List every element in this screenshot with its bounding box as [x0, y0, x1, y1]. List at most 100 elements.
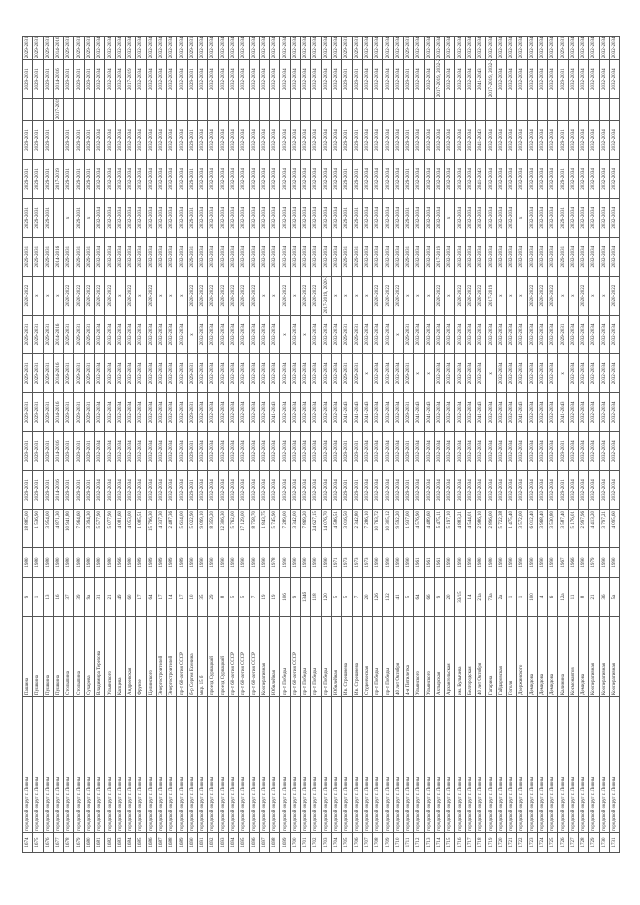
repair-period-cell: 2032-2034 [362, 36, 373, 60]
repair-period-cell: 2032-2034 [465, 59, 476, 99]
house-number-cell: 20 [444, 577, 455, 617]
repair-period-cell: 2032-2034 [331, 120, 342, 160]
house-number-cell: 5 [331, 577, 342, 617]
municipality-cell: городской округ г. Ливны [146, 696, 157, 833]
repair-period-cell: 2032-2034 [156, 392, 167, 432]
repair-period-cell: 2029-2031 [341, 237, 352, 277]
build-year-cell: 1980 [53, 547, 64, 578]
repair-period-cell: 2029-2031 [84, 470, 95, 510]
build-year-cell: 1980 [125, 547, 136, 578]
floor-area-cell: 10 763,72 [372, 509, 383, 548]
repair-period-cell: 2032-2034 [454, 120, 466, 160]
table-row: 1729 городской округ г. Ливны Кооперативна… [588, 36, 600, 853]
municipality-cell: городской округ г. Ливны [537, 696, 548, 833]
repair-period-cell: 2032-2034 [362, 315, 373, 354]
floor-area-cell: 7 964,60 [73, 509, 85, 548]
table-row: 1686 городской округ г. Ливны Целинского 64… [146, 36, 157, 853]
repair-period-cell [197, 98, 208, 121]
repair-period-cell: 2032-2034 [94, 431, 105, 471]
repair-period-cell: 2032-2034 [424, 198, 435, 238]
repair-period-cell: 2032-2034 [537, 198, 548, 238]
repair-period-cell: 2029-2031 [32, 392, 44, 432]
municipality-cell: городской округ г. Ливны [362, 696, 373, 833]
repair-period-cell: 2032-2034 [269, 353, 280, 393]
municipality-cell: городской округ г. Ливны [300, 696, 311, 833]
repair-period-cell: 2032-2034 [578, 59, 589, 99]
repair-period-cell: x [156, 276, 167, 316]
repair-period-cell: 2032-2034 [249, 198, 260, 238]
repair-period-cell: x [279, 315, 291, 354]
repair-period-cell: 2032-2034 [321, 59, 332, 99]
repair-period-cell: 2032-2034 [176, 237, 188, 277]
repair-period-cell [53, 198, 64, 238]
floor-area-cell: 5 614,00 [176, 509, 188, 548]
repair-period-cell: 2029-2031 [22, 36, 33, 60]
repair-period-cell: 2032-2034 [166, 470, 177, 510]
house-number-cell: 37 [63, 577, 74, 617]
row-number-cell: 1727 [568, 832, 579, 853]
repair-period-cell [496, 98, 507, 121]
repair-period-cell: 2032-2034 [146, 120, 157, 160]
floor-area-cell: 3 797,21 [599, 509, 610, 548]
repair-period-cell: 2029-2031 [341, 198, 352, 238]
repair-period-cell: 2032-2034 [454, 353, 466, 393]
repair-period-cell: 2041-2043 [475, 392, 486, 432]
repair-period-cell: 2032-2034 [197, 36, 208, 60]
repair-period-cell: 2032-2034 [485, 431, 497, 471]
repair-period-cell: 2032-2034 [588, 159, 600, 199]
repair-period-cell: 2032-2034 [475, 315, 486, 354]
repair-period-cell: 2032-2034 [454, 198, 466, 238]
repair-period-cell: 2032-2034 [104, 353, 116, 393]
table-row: 1725 городской округ г. Ливны Демидова 6 199… [547, 36, 558, 853]
repair-period-cell: 2032-2034 [249, 237, 260, 277]
municipality-cell: городской округ г. Ливны [557, 696, 569, 833]
street-cell: пр-т 60-летия СССР [238, 616, 250, 697]
repair-period-cell: 2032-2034 [166, 198, 177, 238]
repair-period-cell: 2032-2034 [568, 59, 579, 99]
repair-period-cell: 2020-2022 [125, 276, 136, 316]
house-number-cell: 31 [94, 577, 105, 617]
municipality-cell: городской округ г. Ливны [454, 696, 466, 833]
repair-period-cell: 2032-2034 [176, 36, 188, 60]
repair-period-cell: 2032-2034 [496, 237, 507, 277]
build-year-cell: 1990 [279, 547, 291, 578]
repair-period-cell: 2032-2034 [176, 198, 188, 238]
row-number-cell: 1684 [125, 832, 136, 853]
repair-period-cell: 2032-2034 [547, 36, 558, 60]
street-cell: пр-т Победы [372, 616, 383, 697]
table-row: 1709 городской округ г. Ливны пр-т Победы 1… [382, 36, 394, 853]
repair-period-cell: 2032-2034 [269, 36, 280, 60]
repair-period-cell [506, 98, 517, 121]
street-cell: Юбилейная [269, 616, 280, 697]
row-number-cell: 1683 [115, 832, 126, 853]
street-cell: Ив. Стрешнева [352, 616, 363, 697]
repair-period-cell: 2032-2034 [527, 59, 538, 99]
build-year-cell: 1990 [249, 547, 260, 578]
repair-period-cell: 2032-2034 [115, 59, 126, 99]
repair-period-cell: 2032-2034 [609, 198, 620, 238]
housing-repair-schedule-table: 1674 городской округ г. Ливны Пашина 9 1980 1… [22, 36, 620, 853]
repair-period-cell: x [362, 353, 373, 393]
repair-period-cell [465, 98, 476, 121]
repair-period-cell: 2032-2034 [372, 470, 383, 510]
repair-period-cell: 2032-2034 [516, 59, 528, 99]
repair-period-cell: 2029-2031 [73, 36, 85, 60]
repair-period-cell: 2032-2034 [104, 159, 116, 199]
repair-period-cell: 2032-2034 [166, 431, 177, 471]
repair-period-cell: 2032-2034 [372, 353, 383, 393]
repair-period-cell: 2032-2034 [310, 431, 322, 471]
house-number-cell: 5 [403, 577, 414, 617]
repair-period-cell: 2032-2034 [599, 36, 610, 60]
municipality-cell: городской округ г. Ливны [84, 696, 95, 833]
repair-period-cell: 2029-2031 [187, 392, 198, 432]
repair-period-cell: 2029-2031 [403, 470, 414, 510]
repair-period-cell: 2032-2034 [331, 159, 342, 199]
municipality-cell: городской округ г. Ливны [218, 696, 229, 833]
repair-period-cell: 2032-2034 [599, 159, 610, 199]
street-cell: Пушкина [53, 616, 64, 697]
row-number-cell: 1695 [238, 832, 250, 853]
repair-period-cell: 2029-2031 [557, 470, 569, 510]
repair-period-cell: x [444, 198, 455, 238]
table-row: 1698 городской округ г. Ливны Юбилейная 19 1… [269, 36, 280, 853]
build-year-cell: 1961 [434, 547, 445, 578]
